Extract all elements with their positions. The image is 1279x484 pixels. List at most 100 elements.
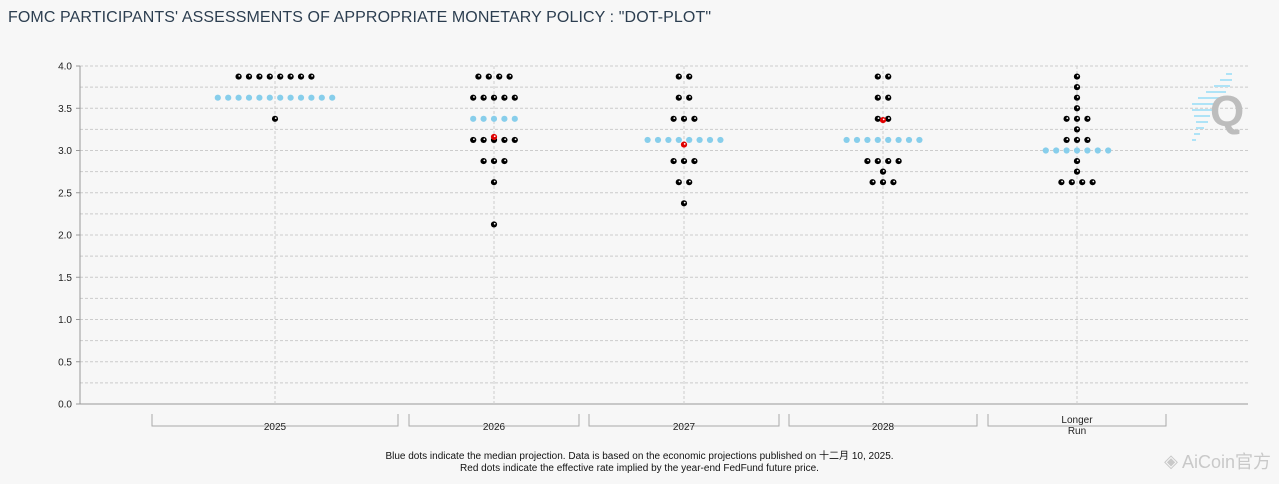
participant-dot [874,157,881,165]
participant-dot-highlight [300,74,303,77]
median-dot [686,136,693,144]
participant-dot [480,94,487,101]
participant-dot-highlight [1076,170,1079,172]
median-dot [1094,147,1101,154]
participant-dot-highlight [514,138,517,141]
y-tick-label: 3.5 [58,104,72,115]
participant-dot [1068,179,1075,186]
participant-dot-highlight [1082,180,1084,183]
category-label: 2028 [872,422,895,433]
participant-dot-highlight [893,180,895,183]
participant-dot [1084,136,1091,144]
median-dot [256,94,263,101]
median-dot [706,136,714,144]
participant-dot [879,168,887,175]
participant-dot-highlight [483,96,486,98]
category-bracket [408,414,580,427]
median-dot [266,94,273,101]
participant-dot [1089,179,1096,186]
median-dot [1084,147,1091,154]
participant-dot-highlight [1087,138,1089,141]
median-dot [1073,147,1081,154]
participant-dot [496,73,503,80]
median-dot [501,115,508,122]
median-dot [696,136,703,144]
market-dot-highlight [683,142,686,145]
footnote-line-1: Blue dots indicate the median projection… [385,451,894,462]
median-dot [277,94,284,101]
median-dot [1053,147,1060,154]
median-dot [245,94,253,101]
participant-dot-highlight [678,74,681,77]
participant-dot-highlight [274,117,277,120]
participant-dot-highlight [683,117,686,120]
participant-dot [885,94,892,101]
participant-dot [1073,126,1081,133]
participant-dot [266,73,273,80]
participant-dot-highlight [1061,180,1063,183]
participant-dot-highlight [1076,127,1079,130]
participant-dot [1063,136,1070,144]
watermark: ◈ AiCoin官方 [1164,448,1271,474]
category-bracket [788,414,978,427]
participant-dot-highlight [504,96,506,98]
participant-dot-highlight [898,159,901,162]
median-dot [654,136,662,144]
participant-dot [675,94,682,101]
median-dot [1063,147,1070,154]
participant-dot [490,157,498,165]
participant-dot-highlight [689,96,691,98]
median-dot [864,136,871,144]
y-tick-label: 2.0 [58,231,72,242]
median-dot [480,115,487,122]
logo-icon: Q [1192,73,1244,141]
participant-dot [506,73,513,80]
participant-dot-highlight [694,159,696,162]
participant-dot [475,73,482,80]
participant-dot-highlight [1066,138,1069,141]
category-label: Longer [1061,415,1093,426]
participant-dot-highlight [269,74,272,77]
median-dot [470,115,477,122]
median-dot [885,136,892,144]
category-label: 2026 [483,422,506,433]
participant-dot-highlight [238,74,241,77]
participant-dot [895,157,902,165]
dot-plot-chart: 0.0 0.5 1.0 1.5 2.0 2.5 3.0 3.5 4.0 2025 2026 2027 2… [58,62,1248,437]
y-tick-label: 4.0 [58,62,72,73]
chart-title: FOMC PARTICIPANTS' ASSESSMENTS OF APPROP… [8,9,712,26]
y-tick-label: 0.0 [58,400,72,411]
median-dot [665,136,672,144]
median-dot [287,94,294,101]
y-tick-label: 1.5 [58,273,72,284]
participant-dot [501,157,508,165]
participant-dot-highlight [689,74,691,77]
participant-dot [235,73,242,80]
participant-dot [490,221,498,228]
median-dot [511,115,518,122]
participant-dot-highlight [311,74,313,77]
market-dot-highlight [882,118,885,121]
participant-dot-highlight [1092,180,1095,183]
participant-dot-highlight [1076,117,1079,120]
participant-dot [308,73,315,80]
participant-dot [271,115,279,122]
participant-dot-highlight [877,96,880,98]
median-dot [490,115,498,122]
participant-dot [885,157,892,165]
participant-dot [511,136,518,144]
median-dot [235,94,242,101]
participant-dot-highlight [683,159,686,162]
participant-dot [675,73,682,80]
participant-dot [277,73,284,80]
participant-dot [686,73,693,80]
median-dot [916,136,923,144]
participant-dot-highlight [248,74,251,77]
footnote: Blue dots indicate the median projection… [0,451,1279,475]
median-dot [843,136,850,144]
participant-dot [885,73,892,80]
median-dot [1042,147,1049,154]
median-dot [329,94,336,101]
y-tick-label: 1.0 [58,315,72,326]
category-bracket [151,414,399,427]
